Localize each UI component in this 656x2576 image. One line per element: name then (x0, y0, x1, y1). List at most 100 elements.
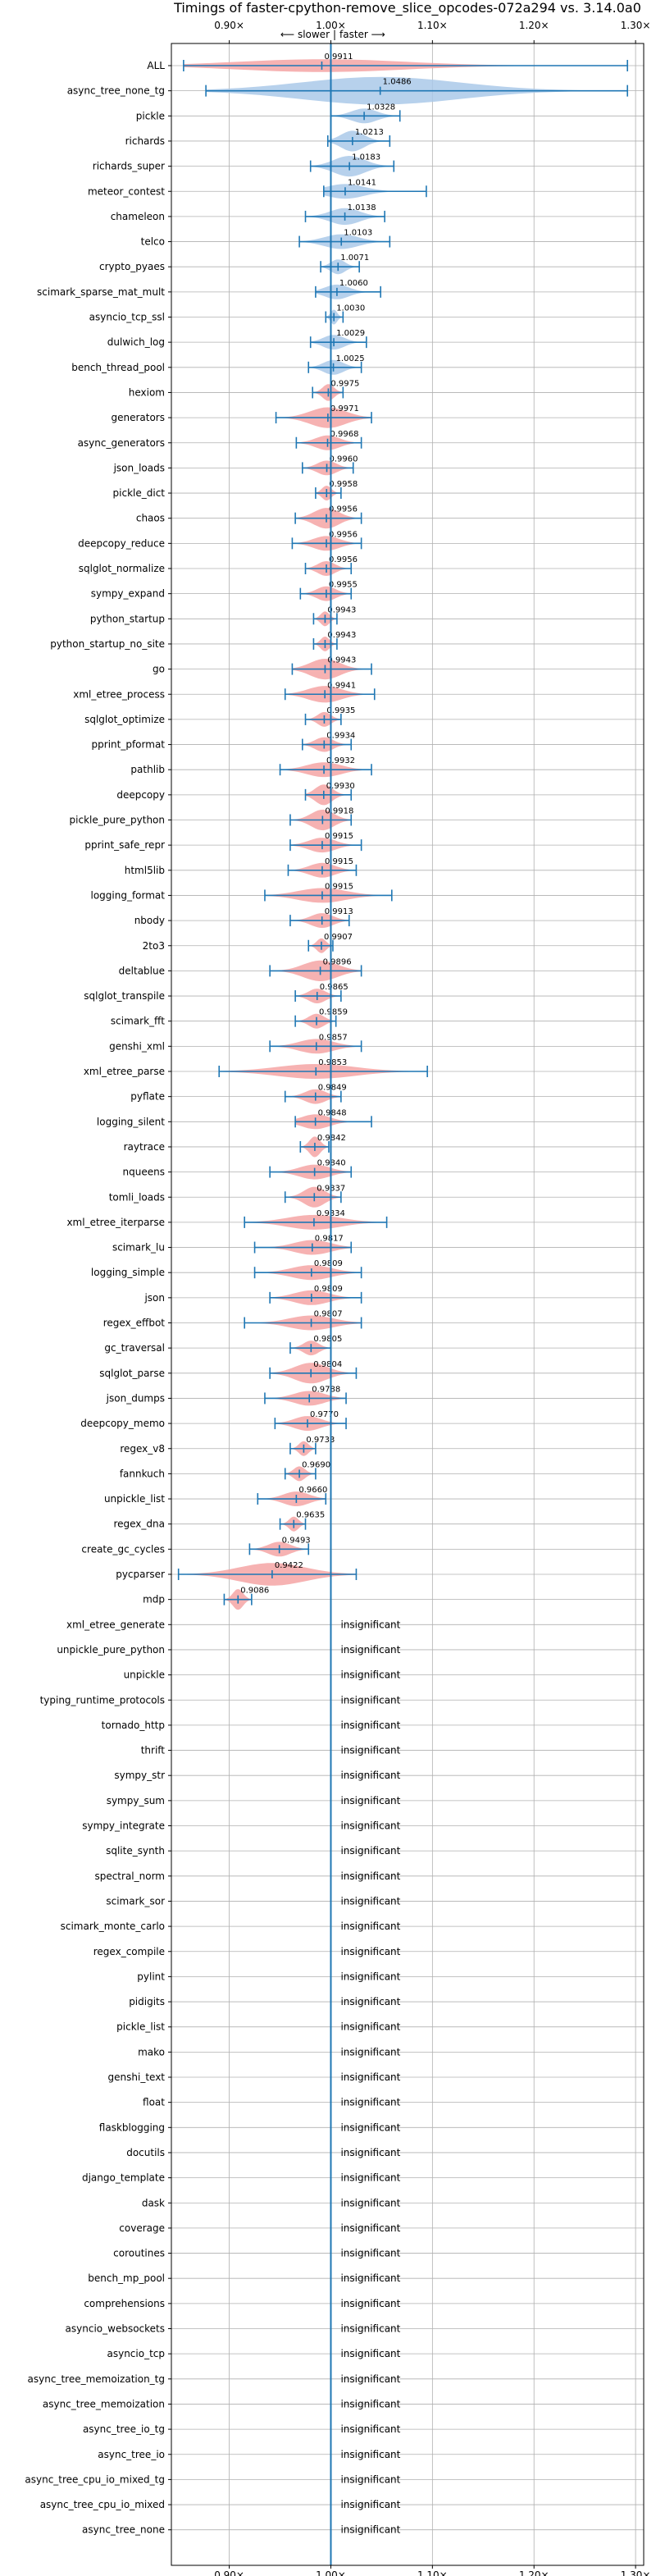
value-label-async_generators: 0.9968 (330, 430, 359, 439)
insignificant-label: insignificant (340, 1845, 400, 1857)
value-label-nbody: 0.9913 (325, 907, 353, 916)
value-label-sqlglot_parse: 0.9804 (313, 1360, 342, 1369)
y-tick-label: logging_silent (97, 1116, 165, 1127)
y-tick-label: deepcopy_memo (80, 1418, 165, 1429)
y-tick-label: scimark_sparse_mat_mult (37, 286, 165, 298)
y-tick-label: generators (111, 412, 165, 423)
value-label-telco: 1.0103 (344, 229, 372, 238)
value-label-ALL: 0.9911 (324, 53, 353, 62)
y-tick-label: xml_etree_parse (84, 1066, 165, 1077)
y-tick-label: pprint_pformat (92, 739, 166, 751)
value-label-html5lib: 0.9915 (325, 857, 353, 866)
y-tick-label: asyncio_websockets (66, 2323, 165, 2335)
y-tick-label: regex_dna (113, 1519, 165, 1530)
y-tick-label: logging_format (90, 889, 165, 901)
value-label-pathlib: 0.9932 (326, 756, 355, 765)
value-label-xml_etree_parse: 0.9853 (318, 1058, 347, 1067)
insignificant-label: insignificant (340, 1619, 400, 1630)
y-tick-label: sympy_sum (107, 1795, 165, 1806)
insignificant-label: insignificant (340, 2147, 400, 2158)
y-tick-label: html5lib (125, 865, 165, 876)
y-tick-label: tomli_loads (109, 1191, 165, 1203)
y-tick-label: 2to3 (143, 940, 165, 952)
value-label-pickle: 1.0328 (367, 103, 395, 112)
value-label-logging_silent: 0.9848 (318, 1108, 347, 1117)
y-tick-label: xml_etree_iterparse (66, 1217, 165, 1228)
value-label-json: 0.9809 (314, 1285, 343, 1294)
value-label-deepcopy_memo: 0.9770 (310, 1410, 339, 1419)
x-tick-label-bottom: 1.00× (316, 2569, 346, 2576)
insignificant-label: insignificant (340, 2046, 400, 2058)
y-tick-label: django_template (82, 2172, 165, 2184)
y-tick-label: pickle_list (116, 2021, 165, 2033)
y-tick-label: float (143, 2097, 165, 2108)
y-tick-label: sympy_str (114, 1770, 165, 1781)
value-label-gc_traversal: 0.9805 (313, 1335, 342, 1344)
y-tick-label: deltablue (119, 965, 165, 976)
y-tick-label: unpickle_pure_python (57, 1644, 165, 1656)
y-tick-label: typing_runtime_protocols (40, 1694, 165, 1706)
insignificant-label: insignificant (340, 2071, 400, 2083)
y-tick-label: spectral_norm (94, 1870, 165, 1882)
y-tick-label: logging_simple (91, 1267, 165, 1278)
value-label-json_dumps: 0.9788 (312, 1385, 340, 1394)
y-tick-label: scimark_lu (112, 1242, 165, 1254)
insignificant-label: insignificant (340, 2323, 400, 2335)
value-label-pickle_pure_python: 0.9918 (325, 807, 353, 816)
value-label-fannkuch: 0.9690 (302, 1460, 330, 1469)
y-tick-label: async_tree_memoization_tg (28, 2373, 165, 2385)
y-tick-label: pprint_safe_repr (84, 839, 165, 851)
value-label-bench_thread_pool: 1.0025 (336, 354, 365, 363)
y-tick-label: create_gc_cycles (81, 1543, 165, 1555)
insignificant-label: insignificant (340, 2197, 400, 2208)
insignificant-label: insignificant (340, 1971, 400, 1982)
y-tick-label: python_startup_no_site (50, 638, 165, 650)
y-tick-label: sqlglot_optimize (84, 714, 165, 725)
y-tick-label: nbody (134, 915, 165, 926)
y-tick-label: sqlglot_transpile (84, 990, 165, 1002)
insignificant-label: insignificant (340, 2298, 400, 2309)
value-label-pickle_dict: 0.9958 (329, 480, 358, 489)
y-tick-label: unpickle (124, 1669, 165, 1681)
value-label-scimark_lu: 0.9817 (315, 1235, 344, 1244)
value-label-unpickle_list: 0.9660 (298, 1486, 327, 1495)
y-tick-label: gc_traversal (104, 1342, 165, 1354)
y-tick-label: sqlite_synth (106, 1845, 165, 1857)
y-tick-label: chameleon (111, 211, 165, 222)
y-tick-label: bench_mp_pool (88, 2272, 165, 2284)
value-label-pprint_safe_repr: 0.9915 (325, 832, 353, 841)
value-label-json_loads: 0.9960 (330, 454, 358, 464)
insignificant-label: insignificant (340, 1720, 400, 1731)
value-label-2to3: 0.9907 (324, 933, 353, 942)
value-label-deltablue: 0.9896 (323, 957, 352, 966)
value-label-richards_super: 1.0183 (352, 153, 380, 162)
y-tick-label: coverage (119, 2222, 165, 2234)
y-tick-label: thrift (141, 1745, 166, 1756)
x-tick-label-bottom: 1.20× (519, 2569, 549, 2576)
insignificant-label: insignificant (340, 2222, 400, 2234)
y-tick-label: mako (138, 2046, 165, 2058)
y-tick-label: sympy_expand (91, 588, 165, 600)
value-label-deepcopy: 0.9930 (326, 782, 355, 791)
value-label-generators: 0.9971 (330, 404, 359, 413)
y-tick-label: genshi_xml (109, 1040, 165, 1052)
value-label-richards: 1.0213 (355, 128, 384, 137)
insignificant-label: insignificant (340, 1795, 400, 1806)
y-tick-label: deepcopy (116, 789, 165, 801)
value-label-xml_etree_process: 0.9941 (327, 681, 356, 690)
y-tick-label: bench_thread_pool (71, 362, 165, 373)
value-label-chaos: 0.9956 (329, 505, 358, 514)
y-tick-label: tornado_http (102, 1720, 165, 1731)
y-tick-label: json_loads (113, 462, 165, 473)
insignificant-label: insignificant (340, 2248, 400, 2259)
y-tick-label: sympy_integrate (82, 1820, 165, 1832)
value-label-pycparser: 0.9422 (275, 1561, 303, 1570)
y-tick-label: unpickle_list (104, 1493, 165, 1505)
value-label-python_startup: 0.9943 (327, 605, 356, 614)
y-tick-label: async_tree_io (98, 2449, 165, 2460)
y-tick-label: pyflate (130, 1091, 165, 1103)
y-tick-label: mdp (143, 1594, 165, 1605)
insignificant-label: insignificant (340, 1921, 400, 1932)
insignificant-label: insignificant (340, 2021, 400, 2033)
